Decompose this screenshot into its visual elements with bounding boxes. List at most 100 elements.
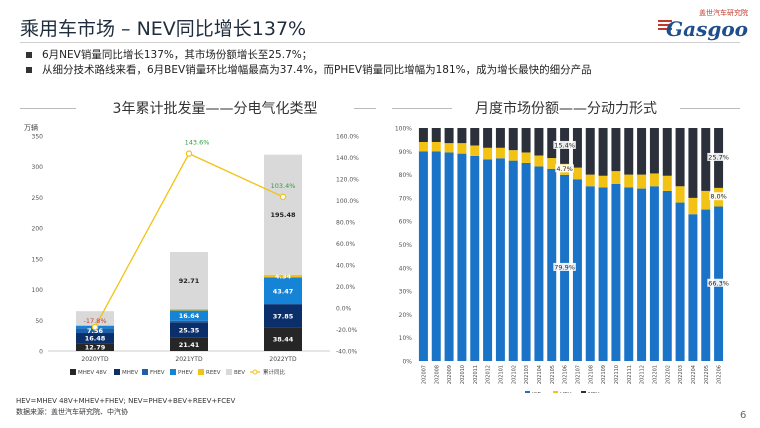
bar-data-label: 21.41 [179,341,200,349]
y-tick-label: 10% [399,335,413,342]
bar-data-label: 25.35 [179,327,200,335]
legend-label: FHEV [150,370,165,376]
share-bar-segment [598,187,608,361]
x-tick-label: 202111 [627,365,633,384]
x-tick-label: 202010 [460,365,466,384]
share-bar-segment [701,128,711,191]
share-data-label: 8.0% [710,193,727,201]
share-bar-segment [675,186,685,203]
y2-tick-label: 100.0% [336,198,359,205]
share-label-box [553,140,576,149]
share-bar-segment [611,171,621,184]
x-tick-label: 202108 [588,365,594,384]
share-bar-segment [431,151,441,361]
legend-label: REEV [206,370,221,376]
header-divider [20,42,740,43]
share-bar-segment [521,128,531,153]
share-bar-segment [688,197,698,215]
share-data-label: 4.7% [556,165,573,173]
share-bar-segment [611,183,621,361]
bar-segment [264,277,302,305]
x-tick-label: 202202 [665,365,671,384]
share-bar-segment [418,141,428,152]
share-bar-segment [444,152,454,361]
legend-line-marker [252,369,258,375]
logo-text-en: Gasgoo [666,17,748,41]
share-bar-segment [495,147,505,159]
x-tick-label: 202011 [473,365,479,384]
share-bar-segment [418,151,428,361]
share-label-box [709,192,728,201]
legend-swatch [70,369,76,375]
share-bar-segment [457,153,467,361]
share-bar-segment [649,128,659,174]
share-bar-segment [585,186,595,361]
share-bar-segment [521,162,531,361]
share-bar-segment [624,187,634,361]
share-bar-segment [508,150,518,161]
x-tick-label: 202109 [601,365,607,384]
y-tick-label: 40% [399,265,413,272]
x-tick-label: 202104 [537,365,543,384]
legend-swatch [581,391,586,393]
y-tick-label: 300 [32,164,44,171]
y-tick-label: 350 [32,134,44,141]
share-bar-segment [598,175,608,188]
bar-data-label: 16.64 [179,312,200,320]
bar-segment [170,337,208,351]
share-bar-segment [637,174,647,189]
gasgoo-logo: 盖世汽车研究院 Gasgoo [658,8,748,41]
share-bar-segment [431,141,441,152]
share-data-label: 25.7% [708,153,729,161]
legend-label: NEV [588,392,600,393]
bar-data-label: 7.56 [87,327,104,335]
footnote-source: 数据来源：盖世汽车研究院、中汽协 [16,408,128,416]
share-bar-segment [649,173,659,187]
share-bar-segment [470,128,480,146]
share-bar-segment [701,209,711,361]
y2-tick-label: -40.0% [336,349,358,356]
bullet-square-icon [26,67,32,73]
y-tick-label: 60% [399,219,413,226]
y2-tick-label: 160.0% [336,134,359,141]
share-bar-segment [534,166,544,361]
share-bar-segment [547,158,557,169]
logo-stripes-icon [658,20,672,32]
x-tick-label: 202101 [498,365,504,384]
bar-segment [76,343,114,351]
y2-tick-label: 120.0% [336,177,359,184]
yoy-label: -17.8% [84,317,107,325]
bar-data-label: 16.48 [85,335,106,343]
page-number: 6 [740,410,747,421]
y2-tick-label: 20.0% [336,284,355,291]
share-bar-segment [662,190,672,361]
share-bar-segment [534,128,544,156]
y-tick-label: 250 [32,195,44,202]
y-axis-unit: 万辆 [24,123,38,132]
x-tick-label: 202012 [486,365,492,384]
y-tick-label: 100% [395,126,412,133]
y-tick-label: 30% [399,289,413,296]
x-tick-label: 202009 [447,365,453,384]
legend-label: BEV [234,370,245,376]
yoy-label: 143.6% [185,139,210,147]
legend-swatch [170,369,176,375]
share-label-box [707,278,730,287]
share-bar-segment [418,128,428,142]
bullet-square-icon [26,52,32,58]
share-bar-segment [508,128,518,151]
yoy-label: 103.4% [271,182,296,190]
share-bar-segment [431,128,441,142]
yoy-point [279,193,287,201]
y-tick-label: 50% [399,242,413,249]
share-bar-segment [662,175,672,191]
share-bar-segment [495,158,505,361]
bar-data-label: 43.47 [273,287,294,295]
share-data-label: 15.4% [554,141,575,149]
share-bar-segment [624,128,634,175]
y2-tick-label: 60.0% [336,241,355,248]
bar-segment [76,311,114,325]
page-title: 乘用车市场 – NEV同比增长137% [20,18,307,40]
title-rule [354,108,376,109]
x-tick-label: 202106 [563,365,569,384]
